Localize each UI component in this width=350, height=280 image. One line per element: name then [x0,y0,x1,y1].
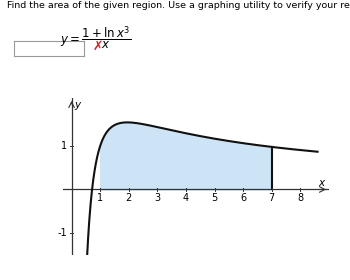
Text: 2: 2 [126,193,132,202]
Text: 7: 7 [269,193,275,202]
Text: ✗: ✗ [93,40,103,53]
Text: -1: -1 [58,228,67,238]
Text: 8: 8 [298,193,303,202]
Text: 4: 4 [183,193,189,202]
Text: 6: 6 [240,193,246,202]
Text: 3: 3 [154,193,160,202]
Text: $y = \dfrac{1 + \ln x^3}{x}$: $y = \dfrac{1 + \ln x^3}{x}$ [60,25,131,52]
Text: 5: 5 [211,193,218,202]
Text: 1: 1 [61,141,67,151]
Text: x: x [318,178,325,188]
Text: y: y [75,100,80,110]
Text: 1: 1 [97,193,103,202]
Text: Find the area of the given region. Use a graphing utility to verify your result.: Find the area of the given region. Use a… [7,1,350,10]
